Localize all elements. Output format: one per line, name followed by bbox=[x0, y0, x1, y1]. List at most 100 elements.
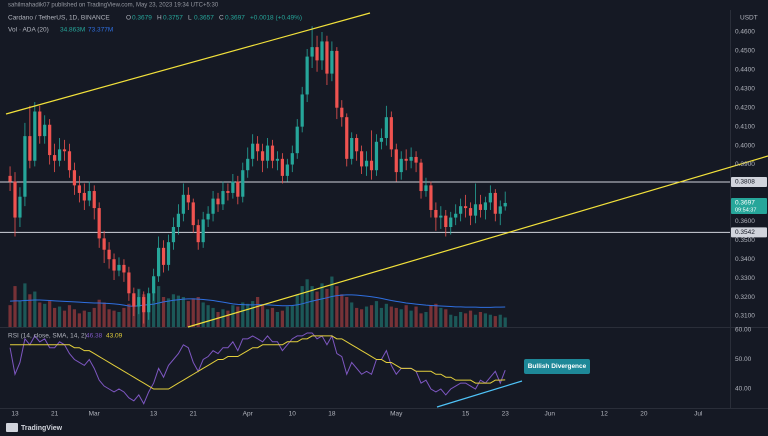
y-tick-label: 0.3500 bbox=[735, 237, 755, 244]
volume-bar bbox=[152, 291, 156, 327]
volume-bar bbox=[221, 309, 225, 327]
candle-body bbox=[8, 175, 12, 182]
candle-body bbox=[147, 293, 151, 313]
y-tick-label: 0.4300 bbox=[735, 85, 755, 92]
ohlc-value: 0.3657 bbox=[194, 15, 214, 22]
candle-body bbox=[359, 151, 364, 167]
volume-bar bbox=[394, 307, 398, 327]
volume-bar bbox=[350, 302, 354, 327]
candle-body bbox=[231, 181, 235, 193]
volume-bar bbox=[335, 286, 339, 327]
volume-bar bbox=[454, 316, 458, 327]
candle-body bbox=[414, 156, 418, 163]
volume-bar bbox=[315, 291, 319, 327]
candle-body bbox=[176, 213, 181, 228]
volume-bar bbox=[122, 307, 126, 327]
volume-bar bbox=[102, 302, 106, 327]
annotation-box bbox=[524, 359, 590, 374]
candle-body bbox=[117, 264, 121, 271]
candle-body bbox=[23, 136, 27, 197]
volume-ma-line bbox=[10, 294, 506, 308]
y-tick-label: 0.3300 bbox=[735, 275, 755, 282]
candle-body bbox=[434, 209, 438, 218]
rsi-ma-line bbox=[10, 335, 506, 390]
volume-bar bbox=[216, 312, 220, 327]
volume-bar bbox=[468, 310, 473, 327]
candle-body bbox=[429, 185, 433, 210]
volume-bar bbox=[251, 301, 255, 327]
volume-bar bbox=[77, 313, 81, 327]
candle-body bbox=[275, 158, 280, 161]
volume-bar bbox=[62, 310, 67, 327]
candle-body bbox=[127, 272, 131, 294]
rsi-title: RSI (14, close, SMA, 14, 2) bbox=[8, 333, 87, 340]
volume-bar bbox=[28, 294, 32, 327]
volume-bar bbox=[48, 301, 52, 327]
candle-body bbox=[18, 196, 22, 218]
candle-body bbox=[389, 117, 393, 150]
symbol-title: Cardano / TetherUS, 1D, BINANCE bbox=[8, 15, 110, 22]
candle-body bbox=[256, 143, 260, 152]
price-level-label: 0.3808 bbox=[735, 179, 755, 186]
volume-bar bbox=[211, 307, 215, 327]
volume-bar bbox=[241, 302, 245, 327]
candle-body bbox=[191, 202, 195, 226]
volume-bar bbox=[117, 312, 121, 327]
volume-bar bbox=[295, 294, 299, 327]
volume-bar bbox=[345, 297, 349, 327]
volume-bar bbox=[330, 276, 334, 327]
y-tick-label: 0.3200 bbox=[735, 294, 755, 301]
ohlc-value: 0.3697 bbox=[225, 15, 245, 22]
x-tick-label: 20 bbox=[640, 411, 648, 418]
volume-bar bbox=[290, 305, 294, 327]
volume-bar bbox=[483, 313, 488, 327]
candle-body bbox=[38, 111, 42, 137]
candle-body bbox=[473, 204, 478, 216]
candle-body bbox=[449, 217, 453, 228]
y-tick-label: 0.4400 bbox=[735, 67, 755, 74]
volume-bar bbox=[340, 294, 344, 327]
candle-body bbox=[498, 206, 502, 214]
candle-body bbox=[454, 213, 458, 218]
candle-body bbox=[251, 143, 255, 159]
ohlc-value: 0.3757 bbox=[163, 15, 183, 22]
volume-bar bbox=[478, 312, 483, 327]
volume-bar bbox=[166, 298, 171, 327]
volume-bar bbox=[176, 295, 181, 327]
volume-bar bbox=[161, 297, 166, 327]
candle-body bbox=[92, 191, 96, 209]
candle-body bbox=[369, 160, 374, 171]
candle-body bbox=[325, 41, 329, 74]
volume-bar bbox=[379, 307, 384, 327]
trendline bbox=[5, 12, 371, 115]
x-tick-label: 10 bbox=[289, 411, 297, 418]
candle-body bbox=[320, 41, 324, 61]
x-tick-label: 21 bbox=[51, 411, 59, 418]
volume-bar bbox=[191, 298, 195, 327]
y-tick-label: 0.3400 bbox=[735, 256, 755, 263]
volume-bar bbox=[359, 309, 364, 327]
y-tick-label: 0.4500 bbox=[735, 48, 755, 55]
volume-bar bbox=[97, 299, 101, 327]
candle-body bbox=[82, 192, 86, 201]
candle-body bbox=[132, 293, 136, 307]
volume-bar bbox=[256, 297, 260, 327]
candle-body bbox=[493, 192, 497, 214]
ohlc-value: 0.3679 bbox=[132, 15, 152, 22]
countdown: 09:54:37 bbox=[735, 207, 756, 213]
y-tick-label: 60.00 bbox=[735, 327, 752, 334]
volume-bar bbox=[498, 314, 502, 327]
volume-bar bbox=[33, 291, 37, 327]
candle-body bbox=[206, 213, 210, 220]
volume-bar bbox=[449, 314, 453, 327]
brand-icon bbox=[6, 423, 18, 432]
candle-body bbox=[152, 276, 156, 294]
candle-body bbox=[171, 227, 176, 243]
ohlc-key: C bbox=[219, 15, 224, 22]
candle-body bbox=[350, 138, 354, 159]
x-tick-label: 13 bbox=[11, 411, 19, 418]
price-level-box bbox=[731, 176, 767, 187]
volume-bar bbox=[8, 305, 12, 327]
candle-body bbox=[315, 47, 319, 61]
